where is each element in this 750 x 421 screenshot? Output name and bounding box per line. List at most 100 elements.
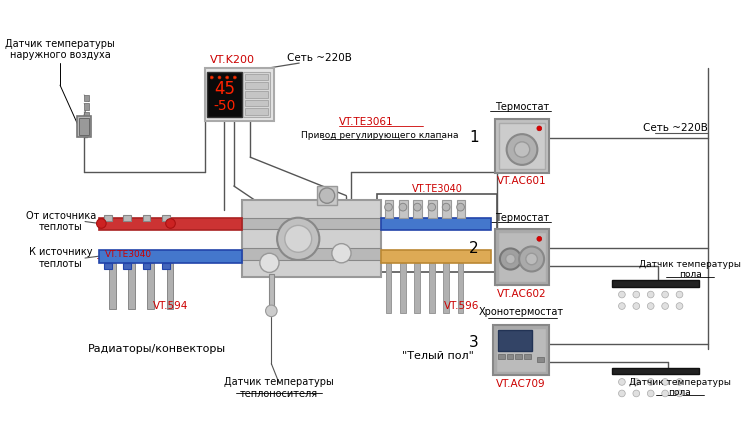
Circle shape [332,244,351,263]
Bar [84,129,88,136]
Bar [494,325,549,375]
Text: VT.AC709: VT.AC709 [496,379,546,389]
Text: Термостат: Термостат [495,213,549,223]
Bar [498,354,505,359]
Circle shape [537,126,542,131]
Text: VT.K200: VT.K200 [209,55,254,65]
Circle shape [619,378,626,385]
Bar [442,200,451,218]
Bar [142,215,150,221]
Bar [84,112,88,119]
Bar [386,263,392,313]
Text: -50: -50 [213,99,236,113]
Bar [415,263,420,313]
Text: VT.TE3061: VT.TE3061 [338,117,393,127]
Circle shape [218,76,221,79]
Bar [100,250,242,263]
Bar [245,91,268,98]
Bar [413,200,422,218]
Bar [148,263,154,309]
Circle shape [662,291,668,298]
Text: 2: 2 [470,241,478,256]
Text: Хронотермостат: Хронотермостат [478,307,563,317]
Circle shape [399,203,406,211]
Bar [385,200,393,218]
Bar [124,215,131,221]
Bar [381,250,491,263]
Bar [429,263,434,313]
Circle shape [385,203,392,211]
Bar [499,123,545,169]
Circle shape [537,237,542,241]
Bar [245,74,268,80]
Text: VT.596: VT.596 [444,301,479,311]
Circle shape [226,76,229,79]
Text: Датчик температуры
пола: Датчик температуры пола [639,260,741,279]
Text: Датчик температуры
теплоносителя: Датчик температуры теплоносителя [224,377,334,399]
Circle shape [633,378,640,385]
Bar [128,263,135,309]
Bar [458,263,464,313]
Bar [612,280,699,287]
Text: Привод регулирующего клапана: Привод регулирующего клапана [301,131,458,140]
Text: 3: 3 [469,335,478,350]
Circle shape [320,188,334,203]
Text: VT.TE3040: VT.TE3040 [105,250,152,258]
Bar [507,354,513,359]
Circle shape [662,390,668,397]
Circle shape [676,291,683,298]
Circle shape [260,253,279,272]
Circle shape [97,218,106,228]
Circle shape [619,390,626,397]
Bar [399,200,408,218]
Text: 1: 1 [470,131,478,146]
Circle shape [647,390,654,397]
Text: VT.TE3040: VT.TE3040 [412,184,463,194]
Circle shape [519,247,544,272]
Bar [104,263,112,269]
Bar [205,68,274,121]
Circle shape [676,378,683,385]
Circle shape [619,303,626,309]
Circle shape [285,225,312,252]
Circle shape [647,378,654,385]
Bar [84,95,88,101]
Circle shape [428,203,436,211]
Bar [524,354,531,359]
Circle shape [507,134,538,165]
Bar [104,215,112,221]
Circle shape [647,291,654,298]
Circle shape [633,390,640,397]
Text: "Телый пол": "Телый пол" [401,351,473,361]
Text: 45: 45 [214,80,235,98]
Text: Сеть ~220В: Сеть ~220В [644,123,708,133]
Circle shape [514,142,529,157]
Circle shape [277,218,320,260]
Bar [538,357,544,362]
Bar [381,218,491,230]
Bar [498,232,546,282]
Bar [377,194,497,272]
Text: VT.AC601: VT.AC601 [497,176,547,186]
Text: VT.AC602: VT.AC602 [497,288,547,298]
Circle shape [442,203,450,211]
Bar [245,100,268,106]
Circle shape [619,291,626,298]
Bar [142,263,150,269]
Bar [400,263,406,313]
Bar [443,263,449,313]
Bar [207,72,242,117]
Bar [269,274,274,308]
Bar [84,104,88,110]
Bar [495,119,549,173]
Bar [166,263,173,309]
Text: Термостат: Термостат [495,102,549,112]
Bar [244,72,271,117]
Bar [242,218,381,229]
Bar [612,368,699,374]
Circle shape [500,248,521,269]
Text: От источника
теплоты: От источника теплоты [26,211,96,232]
Circle shape [633,291,640,298]
Circle shape [506,254,515,264]
Circle shape [676,303,683,309]
